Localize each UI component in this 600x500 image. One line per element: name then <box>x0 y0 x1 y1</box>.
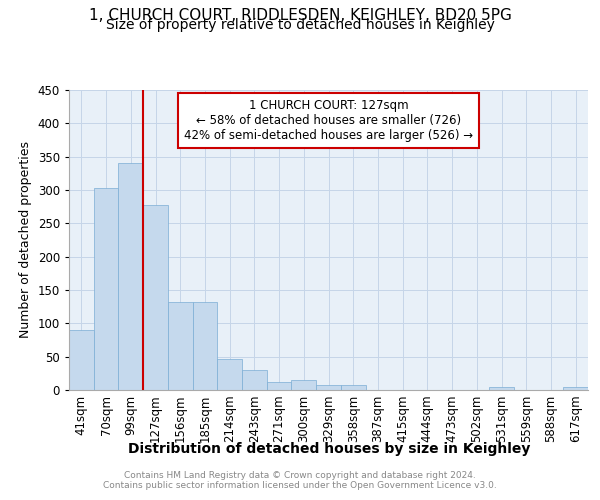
Text: Size of property relative to detached houses in Keighley: Size of property relative to detached ho… <box>106 18 494 32</box>
Text: Distribution of detached houses by size in Keighley: Distribution of detached houses by size … <box>128 442 530 456</box>
Bar <box>242 370 267 390</box>
Bar <box>94 188 118 390</box>
Bar <box>267 382 292 390</box>
Text: 1 CHURCH COURT: 127sqm
← 58% of detached houses are smaller (726)
42% of semi-de: 1 CHURCH COURT: 127sqm ← 58% of detached… <box>184 99 473 142</box>
Bar <box>341 384 365 390</box>
Bar <box>193 302 217 390</box>
Bar <box>217 358 242 390</box>
Bar <box>118 164 143 390</box>
Bar <box>168 302 193 390</box>
Bar <box>69 330 94 390</box>
Y-axis label: Number of detached properties: Number of detached properties <box>19 142 32 338</box>
Bar <box>292 380 316 390</box>
Bar <box>489 386 514 390</box>
Bar <box>143 204 168 390</box>
Bar <box>563 386 588 390</box>
Text: Contains HM Land Registry data © Crown copyright and database right 2024.
Contai: Contains HM Land Registry data © Crown c… <box>103 470 497 490</box>
Text: 1, CHURCH COURT, RIDDLESDEN, KEIGHLEY, BD20 5PG: 1, CHURCH COURT, RIDDLESDEN, KEIGHLEY, B… <box>89 8 511 22</box>
Bar <box>316 384 341 390</box>
